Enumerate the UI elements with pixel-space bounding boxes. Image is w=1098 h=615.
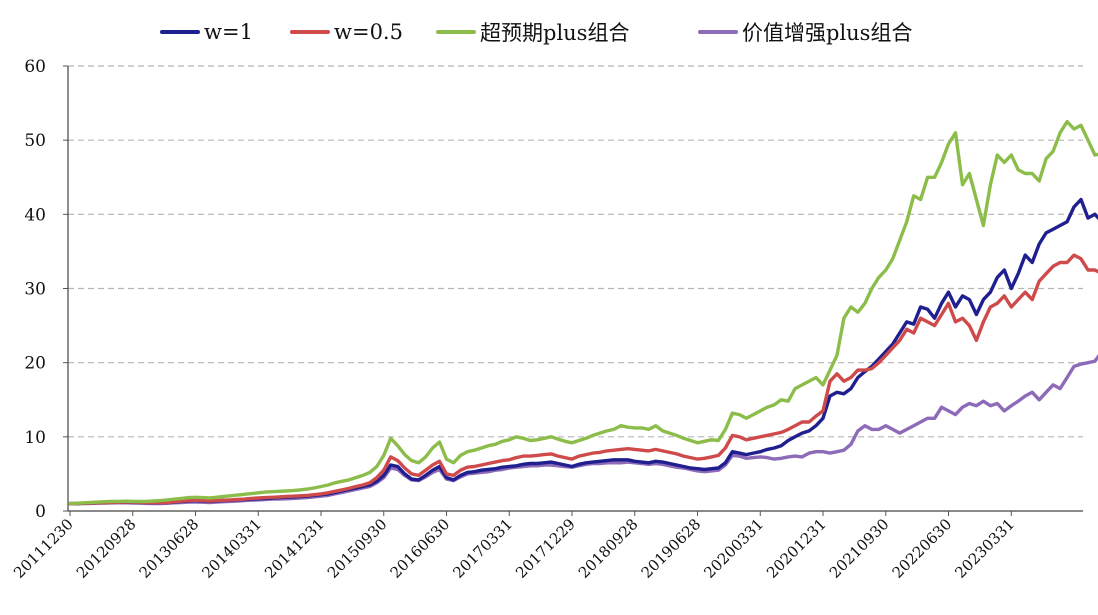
gridlines bbox=[68, 65, 1083, 438]
legend-swatch-jiazhi bbox=[698, 30, 738, 34]
x-tick-label: 20210930 bbox=[826, 515, 893, 582]
y-tick-label: 10 bbox=[24, 428, 46, 448]
legend-label-chaoyuqi: 超预期plus组合 bbox=[480, 21, 630, 45]
legend-swatch-w1 bbox=[160, 30, 200, 34]
y-tick-label: 30 bbox=[24, 280, 46, 300]
x-tick-label: 20220630 bbox=[889, 515, 956, 582]
legend-swatch-chaoyuqi bbox=[436, 30, 476, 34]
series-lines bbox=[68, 119, 1098, 506]
x-tick-label: 20230331 bbox=[951, 515, 1018, 582]
x-tick-label: 20140331 bbox=[198, 515, 265, 582]
x-tick-label: 20170331 bbox=[449, 515, 516, 582]
x-tick-label: 20150930 bbox=[324, 515, 391, 582]
legend-item-chaoyuqi[interactable]: 超预期plus组合 bbox=[436, 12, 629, 52]
x-tick-label: 20200331 bbox=[700, 515, 767, 582]
x-tick-label: 20171229 bbox=[512, 515, 579, 582]
x-tick-label: 20180928 bbox=[575, 515, 642, 582]
legend-label-jiazhi: 价值增强plus组合 bbox=[742, 21, 913, 45]
x-tick-label: 20111230 bbox=[10, 515, 77, 582]
x-tick-label: 20190628 bbox=[638, 515, 705, 582]
x-tick-label: 20160630 bbox=[387, 515, 454, 582]
y-tick-label: 50 bbox=[24, 131, 46, 151]
legend-label-w1: w=1 bbox=[204, 20, 253, 44]
y-tick-label: 20 bbox=[24, 354, 46, 374]
y-tick-label: 40 bbox=[24, 205, 46, 225]
legend-item-w1[interactable]: w=1 bbox=[160, 12, 253, 52]
legend-item-w05[interactable]: w=0.5 bbox=[290, 12, 403, 52]
y-tick-label: 60 bbox=[24, 57, 46, 77]
series-line-w1 bbox=[68, 197, 1098, 506]
legend-label-w05: w=0.5 bbox=[334, 20, 403, 44]
x-tick-label: 20130628 bbox=[136, 515, 203, 582]
series-line-w05 bbox=[68, 253, 1098, 506]
x-tick-label: 20141231 bbox=[261, 515, 328, 582]
series-line-jiazhi bbox=[68, 353, 1098, 506]
y-tick-label: 0 bbox=[35, 502, 46, 522]
x-tick-label: 20120928 bbox=[73, 515, 140, 582]
series-line-chaoyuqi bbox=[68, 119, 1098, 506]
x-tick-label: 20201231 bbox=[763, 515, 830, 582]
legend-item-jiazhi[interactable]: 价值增强plus组合 bbox=[698, 12, 912, 52]
chart-legend: w=1 w=0.5 超预期plus组合 价值增强plus组合 bbox=[0, 12, 1098, 52]
axes bbox=[63, 65, 1083, 516]
legend-swatch-w05 bbox=[290, 30, 330, 34]
